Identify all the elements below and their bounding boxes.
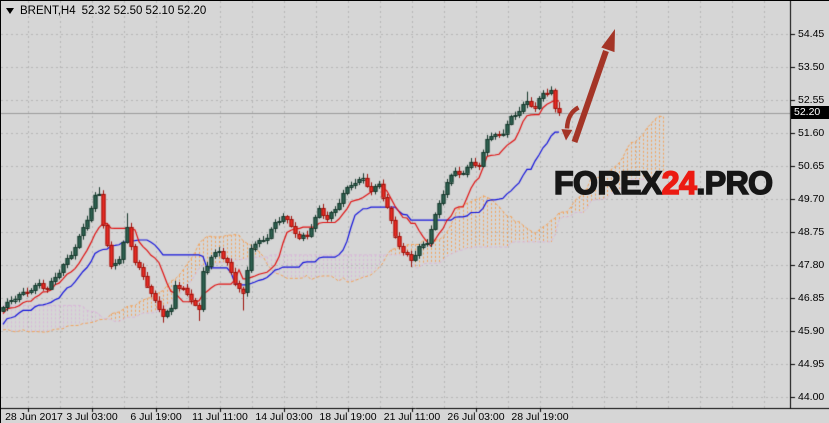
time-axis-label: 11 Jul 11:00: [192, 411, 248, 423]
price-axis-label: 45.90: [798, 325, 825, 338]
time-axis-label: 26 Jul 03:00: [447, 411, 505, 423]
time-axis-label: 28 Jun 2017: [5, 411, 63, 423]
symbol-period-label: BRENT,H4: [20, 5, 76, 17]
forex24pro-watermark: FOREX24.PRO: [553, 165, 774, 201]
price-axis-label: 50.65: [798, 160, 825, 173]
time-axis-label: 14 Jul 03:00: [255, 411, 313, 423]
watermark-text-24: 24: [661, 165, 698, 201]
price-axis-label: 53.50: [798, 61, 825, 74]
price-axis-label: 54.45: [798, 28, 825, 41]
time-axis-label: 28 Jul 19:00: [511, 411, 569, 423]
price-axis-label: 48.75: [798, 226, 825, 239]
time-axis-label: 6 Jul 19:00: [130, 411, 182, 423]
price-axis-label: 47.80: [798, 259, 825, 272]
price-axis-label: 51.60: [798, 127, 825, 140]
price-axis-label: 49.70: [798, 193, 825, 206]
watermark-text-forex: FOREX: [553, 165, 663, 201]
price-axis-label: 46.85: [798, 292, 825, 305]
price-axis-label: 44.95: [798, 358, 825, 371]
price-axis-label: 44.00: [798, 391, 825, 404]
time-axis-label: 3 Jul 03:00: [66, 411, 118, 423]
watermark-text-pro: .PRO: [696, 165, 774, 201]
price-axis-label: 52.55: [798, 94, 825, 107]
time-axis-label: 21 Jul 11:00: [383, 411, 441, 423]
chart-title: BRENT,H4 52.32 52.50 52.10 52.20: [6, 5, 206, 17]
symbol-dropdown-icon[interactable]: [6, 8, 14, 14]
current-price-badge: 52.20: [791, 106, 829, 119]
time-axis-label: 18 Jul 19:00: [319, 411, 377, 423]
ohlc-quote-label: 52.32 52.50 52.10 52.20: [81, 5, 207, 17]
